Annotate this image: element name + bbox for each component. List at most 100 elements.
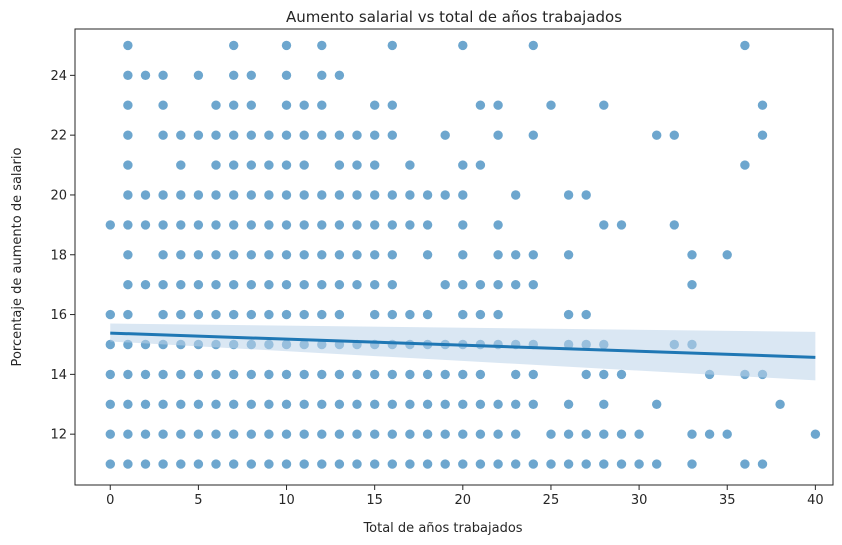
data-point: [475, 429, 486, 439]
data-point: [299, 399, 309, 409]
data-point: [740, 40, 750, 51]
data-point: [493, 280, 503, 290]
data-point: [264, 369, 274, 380]
data-point: [317, 429, 327, 439]
data-point: [334, 130, 345, 140]
data-point: [158, 429, 168, 439]
data-point: [546, 459, 556, 469]
data-point: [422, 190, 433, 200]
data-point: [123, 250, 133, 260]
data-point: [405, 399, 415, 409]
data-point: [123, 100, 133, 110]
data-point: [334, 280, 345, 290]
data-point: [193, 309, 204, 320]
data-point: [140, 190, 151, 200]
data-point: [599, 220, 609, 230]
data-point: [105, 459, 116, 469]
data-point: [246, 250, 256, 260]
data-point: [299, 459, 309, 469]
data-point: [334, 429, 345, 439]
data-point: [211, 130, 221, 140]
data-point: [211, 459, 221, 469]
data-point: [176, 220, 186, 230]
data-point: [123, 399, 133, 409]
data-point: [158, 399, 168, 409]
data-point: [652, 130, 662, 140]
data-point: [176, 250, 186, 260]
data-point: [281, 309, 292, 320]
data-point: [158, 250, 168, 260]
data-point: [211, 250, 221, 260]
data-point: [281, 459, 292, 469]
data-point: [281, 40, 292, 51]
data-point: [387, 250, 397, 260]
data-point: [387, 100, 397, 110]
data-point: [123, 190, 133, 200]
data-point: [370, 309, 380, 320]
data-point: [281, 130, 292, 140]
data-point: [581, 369, 591, 380]
data-point: [599, 100, 609, 110]
data-point: [334, 220, 345, 230]
data-point: [528, 459, 538, 469]
data-point: [264, 190, 274, 200]
data-point: [123, 130, 133, 140]
data-point: [334, 369, 345, 380]
data-point: [123, 70, 133, 81]
data-point: [123, 309, 133, 320]
data-point: [246, 429, 256, 439]
data-point: [458, 429, 468, 439]
y-tick-label: 20: [50, 188, 67, 203]
data-point: [370, 220, 380, 230]
data-point: [581, 429, 591, 439]
data-point: [140, 369, 151, 380]
data-point: [211, 100, 221, 110]
data-point: [246, 309, 256, 320]
plot-background: [75, 29, 833, 485]
y-tick-label: 14: [50, 368, 67, 383]
data-point: [229, 220, 239, 230]
data-point: [440, 130, 450, 140]
data-point: [281, 369, 292, 380]
data-point: [599, 399, 609, 409]
data-point: [440, 190, 450, 200]
x-tick-label: 0: [106, 493, 114, 508]
data-point: [158, 190, 168, 200]
data-point: [387, 459, 397, 469]
data-point: [211, 399, 221, 409]
data-point: [405, 459, 415, 469]
data-point: [458, 250, 468, 260]
data-point: [563, 250, 574, 260]
data-point: [229, 459, 239, 469]
data-point: [264, 429, 274, 439]
data-point: [140, 459, 151, 469]
data-point: [229, 100, 239, 110]
data-point: [581, 190, 591, 200]
data-point: [440, 280, 450, 290]
data-point: [475, 160, 486, 170]
data-point: [511, 250, 521, 260]
data-point: [211, 220, 221, 230]
data-point: [422, 429, 433, 439]
data-point: [264, 309, 274, 320]
data-point: [546, 100, 556, 110]
data-point: [211, 369, 221, 380]
data-point: [281, 100, 292, 110]
data-point: [511, 190, 521, 200]
data-point: [246, 190, 256, 200]
chart-title: Aumento salarial vs total de años trabaj…: [286, 8, 622, 26]
data-point: [281, 280, 292, 290]
data-point: [264, 280, 274, 290]
data-point: [246, 369, 256, 380]
data-point: [370, 429, 380, 439]
data-point: [246, 220, 256, 230]
data-point: [422, 220, 433, 230]
data-point: [229, 280, 239, 290]
data-point: [264, 220, 274, 230]
data-point: [493, 309, 503, 320]
data-point: [317, 100, 327, 110]
data-point: [246, 459, 256, 469]
data-point: [493, 100, 503, 110]
data-point: [810, 429, 821, 439]
data-point: [193, 459, 204, 469]
